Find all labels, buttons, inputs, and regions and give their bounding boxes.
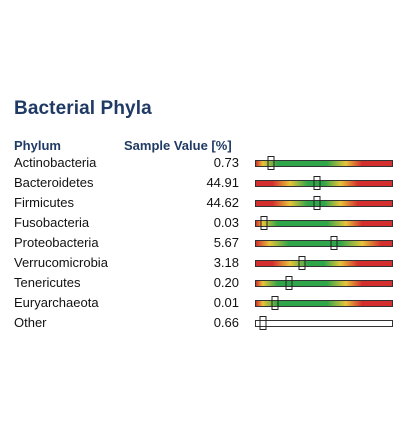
range-bar <box>255 296 393 310</box>
table-row: Verrucomicrobia 3.18 <box>0 253 410 273</box>
sample-value: 44.91 <box>206 175 239 190</box>
range-bar <box>255 216 393 230</box>
sample-value: 5.67 <box>213 235 239 250</box>
sample-value: 0.66 <box>213 315 239 330</box>
column-header-sample-value: Sample Value [%] <box>124 138 232 153</box>
table-row: Euryarchaeota 0.01 <box>0 293 410 313</box>
table-row: Actinobacteria 0.73 <box>0 153 410 173</box>
table-row: Tenericutes 0.20 <box>0 273 410 293</box>
value-marker <box>271 296 279 310</box>
value-marker <box>330 236 338 250</box>
sample-value: 0.20 <box>213 275 239 290</box>
value-marker <box>313 176 321 190</box>
phylum-name: Firmicutes <box>14 195 74 210</box>
sample-value: 44.62 <box>206 195 239 210</box>
phylum-name: Other <box>14 315 47 330</box>
value-marker <box>285 276 293 290</box>
table-row: Bacteroidetes 44.91 <box>0 173 410 193</box>
sample-value: 0.03 <box>213 215 239 230</box>
range-bar <box>255 156 393 170</box>
phylum-name: Tenericutes <box>14 275 81 290</box>
sample-value: 0.01 <box>213 295 239 310</box>
value-marker <box>313 196 321 210</box>
table-row: Firmicutes 44.62 <box>0 193 410 213</box>
phylum-name: Euryarchaeota <box>14 295 99 310</box>
range-bar <box>255 276 393 290</box>
table-row: Fusobacteria 0.03 <box>0 213 410 233</box>
phylum-name: Actinobacteria <box>14 155 97 170</box>
sample-value: 0.73 <box>213 155 239 170</box>
phylum-name: Fusobacteria <box>14 215 90 230</box>
page-title: Bacterial Phyla <box>14 98 152 119</box>
phylum-name: Proteobacteria <box>14 235 99 250</box>
value-marker <box>298 256 306 270</box>
column-header-phylum: Phylum <box>14 138 61 153</box>
value-marker <box>260 216 268 230</box>
table-row: Other 0.66 <box>0 313 410 333</box>
phylum-name: Verrucomicrobia <box>14 255 108 270</box>
range-bar <box>255 256 393 270</box>
range-bar <box>255 316 393 330</box>
range-bar <box>255 196 393 210</box>
value-marker <box>259 316 267 330</box>
sample-value: 3.18 <box>213 255 239 270</box>
phylum-name: Bacteroidetes <box>14 175 94 190</box>
value-marker <box>267 156 275 170</box>
range-bar <box>255 236 393 250</box>
table-row: Proteobacteria 5.67 <box>0 233 410 253</box>
range-bar <box>255 176 393 190</box>
